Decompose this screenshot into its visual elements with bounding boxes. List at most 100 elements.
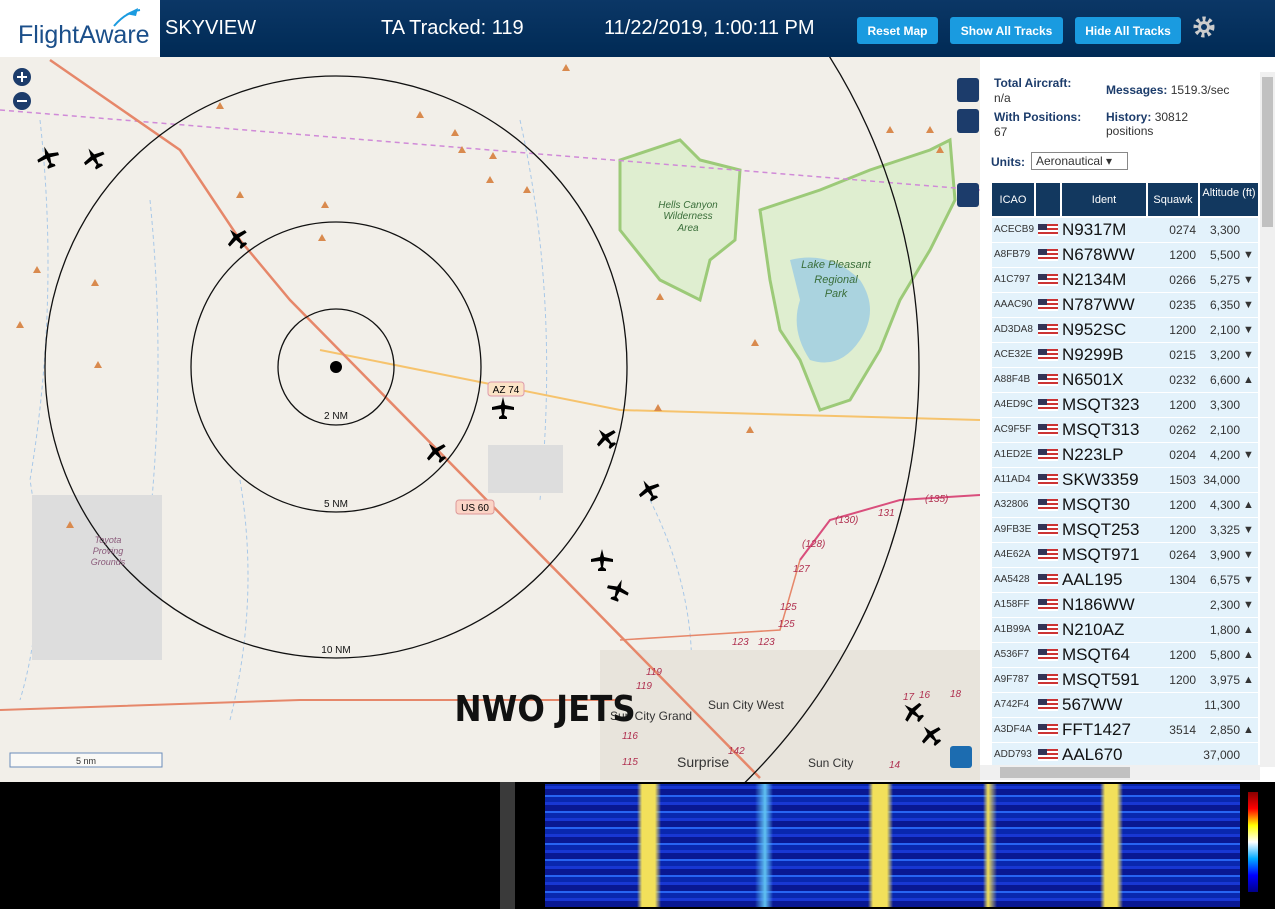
table-row[interactable]: ACECB9 N9317M 0274 3,300 xyxy=(992,218,1258,242)
flag-icon xyxy=(1038,624,1058,636)
hide-tracks-button[interactable]: Hide All Tracks xyxy=(1075,17,1181,44)
settings-icon[interactable] xyxy=(1192,15,1216,39)
altitude: 3,300 xyxy=(1209,223,1240,237)
layers-button[interactable] xyxy=(957,78,979,102)
table-row[interactable]: A1ED2E N223LP 0204 4,200 ▼ xyxy=(992,443,1258,467)
table-header[interactable]: Squawk xyxy=(1148,183,1198,216)
altitude-trend: ▼ xyxy=(1243,599,1254,611)
units-select[interactable]: Aeronautical ▾ xyxy=(1031,152,1128,170)
vertical-scrollbar[interactable] xyxy=(1260,72,1275,767)
history-value: 30812 positions xyxy=(1106,110,1189,138)
area-label: Toyota xyxy=(95,535,122,545)
flag-icon xyxy=(1038,649,1058,661)
table-row[interactable]: A3DF4A FFT1427 3514 2,850 ▲ xyxy=(992,718,1258,742)
squawk: 1200 xyxy=(1169,523,1196,537)
flag-icon xyxy=(1038,449,1058,461)
terrain-peak xyxy=(751,339,759,346)
altitude-trend: ▲ xyxy=(1243,674,1254,686)
overlay-text: NWO JETS xyxy=(455,688,636,730)
table-row[interactable]: A32806 MSQT30 1200 4,300 ▲ xyxy=(992,493,1258,517)
squawk: 0264 xyxy=(1169,548,1196,562)
table-row[interactable]: A9F787 MSQT591 1200 3,975 ▲ xyxy=(992,668,1258,692)
flag-icon xyxy=(1038,274,1058,286)
aircraft-icon[interactable] xyxy=(591,549,613,571)
flag-icon xyxy=(1038,224,1058,236)
squawk: 1503 xyxy=(1169,473,1196,487)
table-row[interactable]: AC9F5F MSQT313 0262 2,100 xyxy=(992,418,1258,442)
aircraft-icon[interactable] xyxy=(916,720,947,751)
aircraft-icon[interactable] xyxy=(222,223,253,254)
table-row[interactable]: A4E62A MSQT971 0264 3,900 ▼ xyxy=(992,543,1258,567)
ident: N210AZ xyxy=(1062,620,1125,639)
show-tracks-button[interactable]: Show All Tracks xyxy=(950,17,1063,44)
road-az74 xyxy=(319,349,980,421)
horizontal-scrollbar[interactable] xyxy=(980,765,1260,780)
map[interactable]: 2 NM 5 NM 10 NM AZ 74 US 60 Hells Canyon… xyxy=(0,57,980,782)
columns-button[interactable] xyxy=(957,183,979,207)
logo[interactable]: FlightAware xyxy=(0,0,160,57)
table-row[interactable]: A158FF N186WW 2,300 ▼ xyxy=(992,593,1258,617)
aircraft-icon[interactable] xyxy=(604,576,632,604)
flag-canton xyxy=(1038,574,1047,580)
aircraft-icon[interactable] xyxy=(34,143,62,171)
flag-canton xyxy=(1038,699,1047,705)
altitude: 2,100 xyxy=(1209,323,1240,337)
table-row[interactable]: A1C797 N2134M 0266 5,275 ▼ xyxy=(992,268,1258,292)
flag-icon xyxy=(1038,574,1058,586)
aircraft xyxy=(34,143,947,751)
positions-value: 67 xyxy=(994,125,1008,139)
table-row[interactable]: A8FB79 N678WW 1200 5,500 ▼ xyxy=(992,243,1258,267)
table-row[interactable]: ACE32E N9299B 0215 3,200 ▼ xyxy=(992,343,1258,367)
flag-canton xyxy=(1038,324,1047,330)
aircraft-icon[interactable] xyxy=(421,437,452,468)
table-header[interactable]: Ident xyxy=(1062,183,1146,216)
aircraft-icon[interactable] xyxy=(591,423,622,454)
ident: N186WW xyxy=(1062,595,1135,614)
aircraft-icon[interactable] xyxy=(79,143,109,173)
aircraft-icon[interactable] xyxy=(634,475,664,505)
table-row[interactable]: A742F4 567WW 11,300 xyxy=(992,693,1258,717)
squawk: 1200 xyxy=(1169,323,1196,337)
reset-map-button[interactable]: Reset Map xyxy=(857,17,938,44)
altitude: 4,300 xyxy=(1209,498,1240,512)
table-row[interactable]: ADD793 AAL670 37,000 xyxy=(992,743,1258,767)
table-row[interactable]: A11AD4 SKW3359 1503 34,000 xyxy=(992,468,1258,492)
table-row[interactable]: AAAC90 N787WW 0235 6,350 ▼ xyxy=(992,293,1258,317)
table-row[interactable]: A88F4B N6501X 0232 6,600 ▲ xyxy=(992,368,1258,392)
route-number: (130) xyxy=(835,515,858,526)
grid-button[interactable] xyxy=(957,109,979,133)
info-button[interactable] xyxy=(950,746,972,768)
table-header[interactable]: Altitude (ft) xyxy=(1200,183,1258,216)
flag-canton xyxy=(1038,374,1047,380)
receiver-location xyxy=(330,361,342,373)
table-header[interactable]: ICAO xyxy=(992,183,1034,216)
tracked-count: TA Tracked: 119 xyxy=(381,17,524,39)
flag-icon xyxy=(1038,499,1058,511)
table-row[interactable]: A4ED9C MSQT323 1200 3,300 xyxy=(992,393,1258,417)
icao: AAAC90 xyxy=(994,299,1033,310)
terrain-peak xyxy=(16,321,24,328)
altitude: 6,575 xyxy=(1209,573,1240,587)
icao: A158FF xyxy=(994,599,1030,610)
icao: A3DF4A xyxy=(994,724,1032,735)
table-row[interactable]: A1B99A N210AZ 1,800 ▲ xyxy=(992,618,1258,642)
altitude-trend: ▲ xyxy=(1243,624,1254,636)
units-label: Units: xyxy=(991,155,1025,169)
flag-icon xyxy=(1038,424,1058,436)
terrain-peak xyxy=(656,293,664,300)
table-row[interactable]: AA5428 AAL195 1304 6,575 ▼ xyxy=(992,568,1258,592)
icao: A1B99A xyxy=(994,624,1031,635)
icao: AA5428 xyxy=(994,574,1030,585)
altitude: 3,325 xyxy=(1209,523,1240,537)
flag-canton xyxy=(1038,424,1047,430)
table-row[interactable]: A9FB3E MSQT253 1200 3,325 ▼ xyxy=(992,518,1258,542)
table-row[interactable]: A536F7 MSQT64 1200 5,800 ▲ xyxy=(992,643,1258,667)
aircraft-icon[interactable] xyxy=(492,397,514,419)
squawk: 1304 xyxy=(1169,573,1196,587)
icao: ADD793 xyxy=(994,749,1032,760)
table-row[interactable]: AD3DA8 N952SC 1200 2,100 ▼ xyxy=(992,318,1258,342)
squawk: 3514 xyxy=(1169,723,1196,737)
altitude-trend: ▼ xyxy=(1243,274,1254,286)
aircraft-icon[interactable] xyxy=(898,697,929,728)
